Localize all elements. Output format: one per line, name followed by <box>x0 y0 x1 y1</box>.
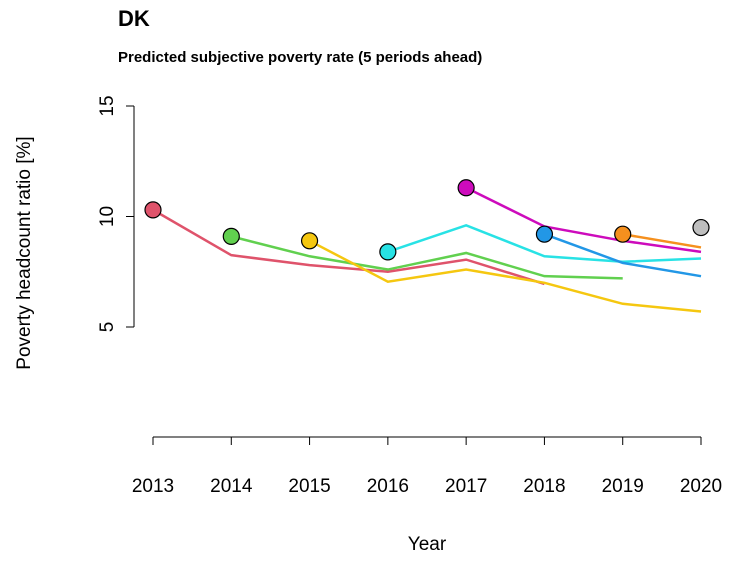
series-line <box>622 232 702 249</box>
x-axis-label: Year <box>408 534 447 555</box>
start-point <box>614 225 632 243</box>
series-line <box>543 233 702 278</box>
start-point <box>457 179 475 197</box>
chart-subtitle: Predicted subjective poverty rate (5 per… <box>118 49 482 66</box>
y-axis-label: Poverty headcount ratio [%] <box>14 136 35 369</box>
x-tick-label: 2015 <box>288 476 330 497</box>
y-tick-label: 10 <box>97 206 118 227</box>
x-tick-label: 2020 <box>680 476 722 497</box>
x-tick-label: 2018 <box>523 476 565 497</box>
x-tick-label: 2019 <box>602 476 644 497</box>
start-point <box>379 243 397 261</box>
y-tick-label: 15 <box>97 95 118 116</box>
series-line <box>152 208 545 286</box>
start-point <box>535 225 554 243</box>
series-line <box>230 235 623 280</box>
x-tick-label: 2013 <box>132 476 174 497</box>
x-tick-label: 2017 <box>445 476 487 497</box>
series-line <box>387 224 702 264</box>
start-point <box>144 201 162 219</box>
x-tick-label: 2014 <box>210 476 253 497</box>
start-point <box>692 218 710 237</box>
series-line <box>308 239 702 313</box>
start-point <box>222 227 240 245</box>
series-line <box>465 186 702 254</box>
x-tick-label: 2016 <box>367 476 409 497</box>
start-point <box>300 232 319 250</box>
y-tick-label: 5 <box>97 322 118 333</box>
chart-title: DK <box>118 6 150 31</box>
